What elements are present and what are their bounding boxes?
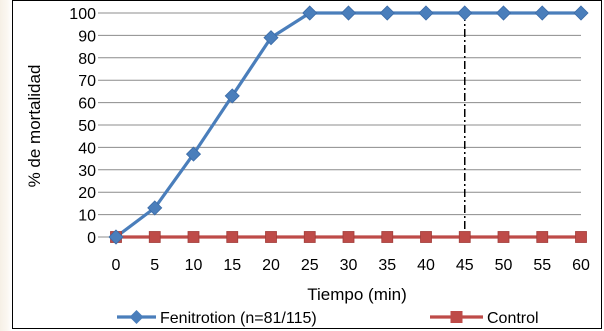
data-point <box>497 231 510 243</box>
y-tick-label: 0 <box>87 230 96 247</box>
y-tick-label: 50 <box>78 118 96 135</box>
y-tick-label: 40 <box>78 140 96 157</box>
y-tick-label: 90 <box>78 28 96 45</box>
y-tick-label: 60 <box>78 96 96 113</box>
chart-border <box>12 0 602 329</box>
y-tick-label: 30 <box>78 163 96 180</box>
legend-label: Control <box>487 310 539 327</box>
x-tick-label: 15 <box>223 257 241 274</box>
data-point <box>147 200 163 216</box>
x-tick-label: 0 <box>112 257 121 274</box>
data-point <box>379 5 395 21</box>
data-point <box>573 5 589 21</box>
x-tick-label: 55 <box>533 257 551 274</box>
data-point <box>148 231 161 243</box>
legend-label: Fenitrotion (n=81/115) <box>160 310 317 327</box>
data-point <box>495 5 512 21</box>
data-point <box>457 5 473 21</box>
data-point <box>381 231 394 243</box>
data-point <box>575 231 587 243</box>
legend-marker <box>129 310 144 324</box>
data-point <box>224 88 240 104</box>
x-tick-label: 10 <box>185 257 203 274</box>
x-tick-label: 50 <box>495 257 513 274</box>
y-tick-label: 20 <box>78 185 96 202</box>
data-point <box>534 5 550 21</box>
y-tick-label: 70 <box>78 73 96 90</box>
legend: Fenitrotion (n=81/115) Control <box>117 310 539 327</box>
data-point <box>108 229 124 245</box>
series-group <box>108 5 589 245</box>
x-tick-label: 35 <box>378 257 396 274</box>
x-tick-labels: 0 5 10 15 20 25 30 35 40 45 50 55 60 <box>112 257 590 274</box>
y-axis-title: % de mortalidad <box>25 65 44 188</box>
x-tick-label: 25 <box>301 257 319 274</box>
x-tick-label: 60 <box>572 257 590 274</box>
data-point <box>263 30 279 46</box>
x-tick-label: 5 <box>150 257 159 274</box>
data-point <box>458 231 471 243</box>
background-strip <box>0 0 12 331</box>
x-tick-label: 20 <box>262 257 280 274</box>
gridlines <box>98 12 581 238</box>
data-point <box>340 5 357 21</box>
data-point <box>265 231 277 243</box>
data-point <box>536 231 549 243</box>
data-point <box>302 5 318 21</box>
data-point <box>226 231 239 243</box>
x-tick-label: 40 <box>417 257 435 274</box>
data-point <box>420 231 432 243</box>
y-tick-label: 10 <box>78 208 96 225</box>
data-point <box>303 231 316 243</box>
x-axis-title: Tiempo (min) <box>307 285 407 304</box>
data-point <box>342 231 355 243</box>
data-point <box>418 5 434 21</box>
y-tick-labels: 0 10 20 30 40 50 60 70 80 90 100 <box>69 6 96 247</box>
legend-marker <box>450 311 463 323</box>
data-point <box>185 146 202 162</box>
y-tick-label: 80 <box>78 51 96 68</box>
data-point <box>187 231 200 243</box>
x-tick-label: 30 <box>340 257 358 274</box>
x-tick-label: 45 <box>456 257 474 274</box>
y-tick-label: 100 <box>69 6 96 23</box>
